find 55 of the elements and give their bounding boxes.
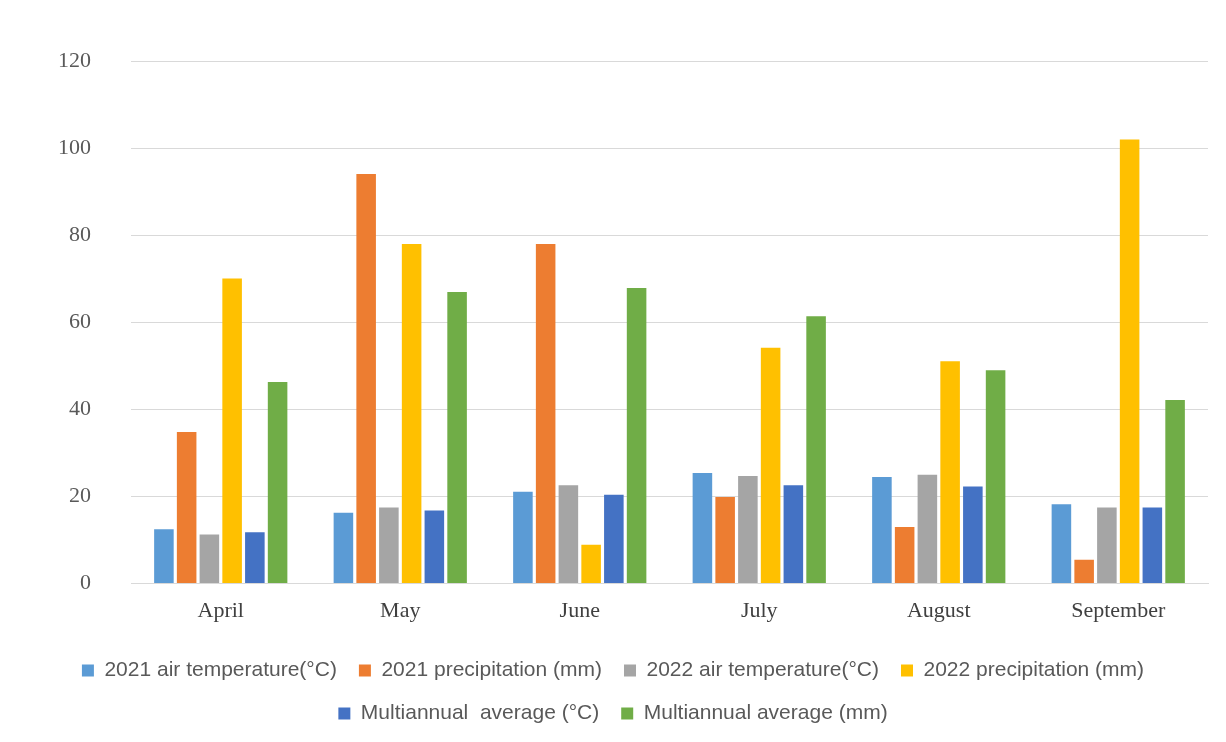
legend-label: Multiannual average (°C) — [360, 700, 600, 724]
x-tick-label: April — [197, 596, 244, 622]
y-tick-label: 120 — [58, 46, 91, 72]
y-tick-label: 40 — [69, 395, 91, 421]
bar — [940, 361, 960, 584]
bar — [760, 347, 781, 584]
bar — [894, 527, 915, 584]
bar — [379, 507, 399, 584]
bar — [356, 173, 376, 584]
bar — [513, 491, 533, 584]
bar — [581, 544, 601, 584]
bar — [245, 532, 265, 584]
legend-label: Multiannual average (mm) — [643, 700, 888, 724]
bar — [199, 534, 220, 584]
legend-label: 2022 precipitation (mm) — [923, 657, 1145, 681]
bar — [267, 382, 288, 584]
y-tick-label: 80 — [69, 221, 91, 247]
legend-label: 2021 air temperature(°C) — [104, 657, 337, 681]
bar — [558, 485, 579, 584]
x-tick-label: August — [906, 596, 971, 622]
bar — [738, 476, 758, 584]
bar — [176, 432, 197, 584]
bar — [626, 288, 647, 584]
bar — [806, 316, 826, 584]
bar — [985, 370, 1006, 584]
x-tick-label: July — [740, 596, 778, 622]
bar — [963, 486, 983, 584]
legend-label: 2021 precipitation (mm) — [381, 657, 602, 681]
x-tick-label: May — [380, 596, 421, 622]
bar — [917, 474, 938, 584]
bar — [1097, 507, 1117, 584]
bar — [1165, 399, 1185, 584]
bar — [333, 512, 354, 584]
bar — [1142, 507, 1163, 584]
x-tick-label: September — [1071, 596, 1166, 622]
bar — [872, 476, 892, 584]
y-tick-label: 20 — [69, 482, 91, 508]
bar — [783, 485, 804, 584]
bar — [222, 278, 242, 584]
bar — [447, 291, 467, 584]
bar — [715, 496, 735, 584]
bar — [424, 510, 445, 584]
y-tick-label: 60 — [69, 308, 91, 334]
legend-label: 2022 air temperature(°C) — [646, 657, 879, 681]
bar — [692, 473, 713, 584]
bar — [1074, 559, 1094, 584]
bar — [604, 494, 624, 584]
bar — [1119, 139, 1140, 584]
bar — [401, 244, 422, 584]
bar — [535, 244, 556, 584]
y-tick-label: 100 — [58, 134, 91, 160]
bar — [154, 529, 174, 584]
x-tick-label: June — [559, 596, 600, 622]
y-tick-label: 0 — [80, 569, 91, 595]
bar — [1051, 504, 1072, 584]
